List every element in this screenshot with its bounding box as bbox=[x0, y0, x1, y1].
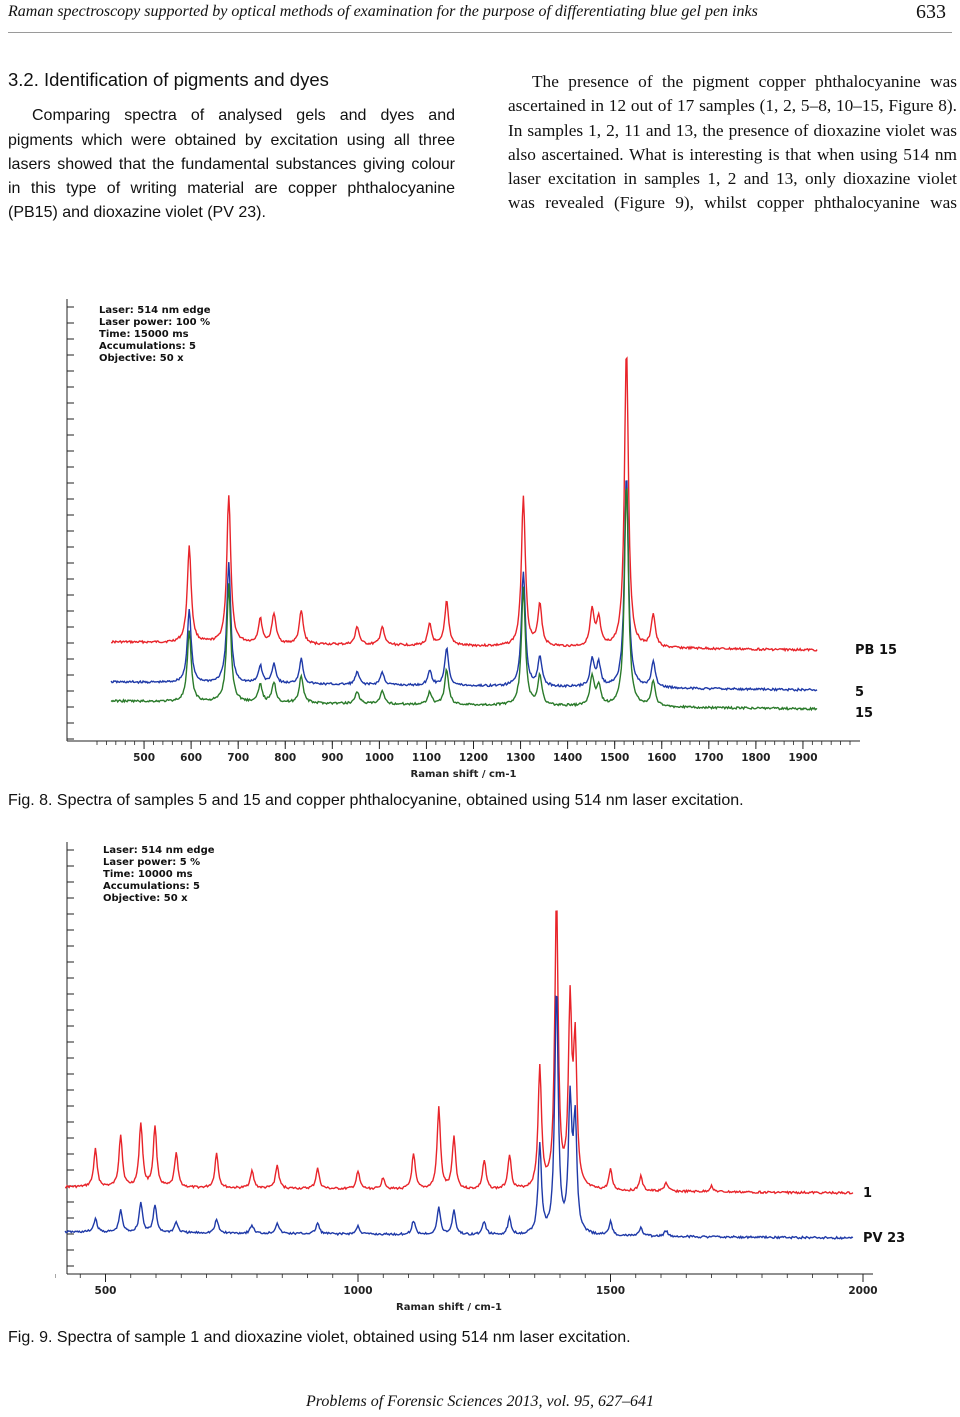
left-paragraph: Comparing spectra of analysed gels and d… bbox=[8, 107, 455, 222]
x-tick-label: 500 bbox=[95, 1285, 117, 1297]
x-axis-title: Raman shift / cm-1 bbox=[396, 1302, 502, 1313]
spectrum-info-line: Laser: 514 nm edge bbox=[99, 305, 211, 316]
spectrum-info-line: Accumulations: 5 bbox=[103, 881, 200, 892]
series-label: PB 15 bbox=[855, 643, 897, 658]
x-tick-label: 500 bbox=[133, 752, 155, 764]
spectrum-info-line: Laser: 514 nm edge bbox=[103, 845, 215, 856]
x-tick-label: 1600 bbox=[647, 752, 676, 764]
figure-9-caption: Fig. 9. Spectra of sample 1 and dioxazin… bbox=[8, 1329, 631, 1346]
x-tick-label: 1900 bbox=[788, 752, 817, 764]
series-label: 5 bbox=[855, 685, 864, 700]
spectrum-line-pb15 bbox=[111, 356, 818, 653]
spectrum-info-line: Laser power: 100 % bbox=[99, 317, 210, 328]
x-tick-label: 1700 bbox=[694, 752, 723, 764]
running-header: Raman spectroscopy supported by optical … bbox=[8, 1, 952, 33]
figure-8-caption: Fig. 8. Spectra of samples 5 and 15 and … bbox=[8, 792, 744, 809]
page-footer: Problems of Forensic Sciences 2013, vol.… bbox=[305, 1393, 655, 1410]
spectrum-info-line: Laser power: 5 % bbox=[103, 857, 200, 868]
x-tick-label: 1200 bbox=[459, 752, 488, 764]
right-column: The presence of the pigment copper phtha… bbox=[508, 70, 957, 216]
x-tick-label: 1000 bbox=[343, 1285, 372, 1297]
x-tick-label: 800 bbox=[274, 752, 296, 764]
x-tick-label: 900 bbox=[321, 752, 343, 764]
page-number: 633 bbox=[916, 1, 946, 23]
x-tick-label: 1000 bbox=[365, 752, 394, 764]
series-label: 15 bbox=[855, 706, 873, 721]
spectrum-info-line: Time: 15000 ms bbox=[99, 329, 189, 340]
section-heading: 3.2. Identification of pigments and dyes bbox=[8, 69, 329, 90]
x-tick-label: 1500 bbox=[596, 1285, 625, 1297]
x-tick-label: 1100 bbox=[412, 752, 441, 764]
right-paragraph: The presence of the pigment copper phtha… bbox=[508, 72, 957, 213]
running-title: Raman spectroscopy supported by optical … bbox=[8, 3, 758, 20]
spectrum-line-pv23 bbox=[64, 995, 854, 1241]
spectrum-info-line: Time: 10000 ms bbox=[103, 869, 193, 880]
x-tick-label: 2000 bbox=[848, 1285, 877, 1297]
x-tick-label: 1800 bbox=[741, 752, 770, 764]
x-tick-label: 1300 bbox=[506, 752, 535, 764]
series-label: PV 23 bbox=[863, 1231, 905, 1246]
x-axis-title: Raman shift / cm-1 bbox=[411, 769, 517, 780]
figure-9-chart: 500 1000 1500 2000 Raman shift / cm-1 Laser: … bbox=[55, 842, 905, 1313]
x-tick-label: 1500 bbox=[600, 752, 629, 764]
spectrum-line-1 bbox=[65, 910, 854, 1196]
x-tick-label: 700 bbox=[227, 752, 249, 764]
spectrum-line-15 bbox=[110, 487, 818, 712]
spectrum-info-line: Objective: 50 x bbox=[103, 893, 188, 904]
spectrum-info-line: Accumulations: 5 bbox=[99, 341, 196, 352]
series-label: 1 bbox=[863, 1186, 872, 1201]
left-column: 3.2. Identification of pigments and dyes… bbox=[8, 68, 455, 226]
x-tick-label: 600 bbox=[180, 752, 202, 764]
spectrum-info-line: Objective: 50 x bbox=[99, 353, 184, 364]
header-rule bbox=[8, 32, 952, 33]
figure-8-chart: 500 600 700 800 900 1000 1100 1200 1300 1400 1500 1… bbox=[66, 299, 897, 780]
x-tick-label: 1400 bbox=[553, 752, 582, 764]
spectrum-line-5 bbox=[110, 480, 818, 692]
